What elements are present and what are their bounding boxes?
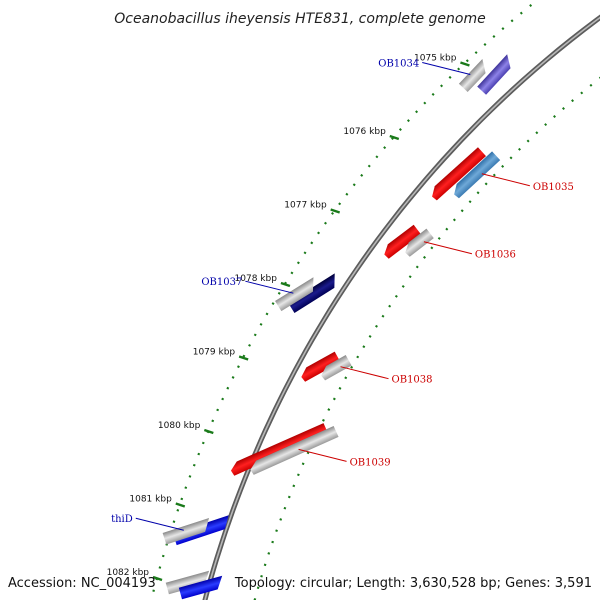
gene-arrow	[301, 351, 341, 382]
gene-arrow	[477, 54, 511, 95]
gene-arrow	[288, 273, 335, 313]
genome-title: Oceanobacillus iheyensis HTE831, complet…	[114, 11, 485, 27]
tick-mark	[389, 134, 400, 141]
gene-label: OB1037	[201, 277, 242, 288]
companion-feature	[321, 355, 352, 381]
gene-features	[162, 54, 511, 600]
companion-feature	[458, 59, 486, 92]
gene-label: thiD	[111, 514, 133, 525]
gene-arrow	[384, 224, 421, 259]
gene-label: OB1036	[475, 250, 516, 261]
label-leader	[422, 62, 471, 76]
topology-text: Topology: circular; Length: 3,630,528 bp…	[234, 576, 592, 591]
companion-feature	[275, 277, 314, 312]
tick-mark	[152, 575, 163, 582]
tick-label: 1081 kbp	[129, 495, 172, 505]
label-leader	[135, 517, 184, 531]
companion-feature	[250, 425, 339, 475]
genome-backbone	[202, 14, 600, 600]
tick-label: 1076 kbp	[343, 127, 386, 137]
scale-ticks: 1075 kbp 1076 kbp 1077 kbp 1078 kbp 1079 kbp…	[107, 54, 470, 582]
tick-label: 1082 kbp	[107, 568, 150, 578]
gene-arrow	[230, 423, 329, 476]
gene-label: OB1034	[378, 59, 419, 70]
gene-label: OB1038	[392, 375, 433, 386]
tick-mark	[330, 208, 341, 214]
label-leader	[245, 280, 294, 294]
label-leader	[481, 173, 530, 187]
tick-mark	[175, 502, 186, 508]
tick-label: 1080 kbp	[158, 421, 201, 431]
tick-label: 1075 kbp	[414, 54, 457, 64]
label-leader	[298, 448, 347, 462]
dotted-tracks	[150, 0, 600, 600]
tick-label: 1077 kbp	[284, 201, 327, 211]
outer-track	[253, 76, 600, 600]
tick-mark	[460, 61, 470, 67]
tick-label: 1079 kbp	[193, 348, 236, 358]
tick-mark	[238, 355, 249, 361]
backbone-highlight	[204, 16, 600, 600]
edge-feature	[165, 570, 210, 595]
gene-labels: OB1033OB1034OB1035OB1036OB1037OB1038OB10…	[111, 59, 574, 531]
companion-feature	[405, 228, 434, 257]
label-leader	[340, 366, 389, 380]
gene-label: OB1039	[350, 457, 391, 468]
accession-text: Accession: NC_004193	[8, 576, 156, 591]
companion-feature	[454, 151, 501, 199]
label-leader	[423, 241, 473, 255]
tick-label: 1078 kbp	[235, 274, 278, 284]
edge-feature	[178, 575, 223, 600]
gene-label: OB1035	[533, 182, 574, 193]
tick-mark	[203, 428, 214, 435]
tick-mark	[280, 281, 291, 288]
companion-feature	[162, 517, 210, 545]
backbone-line	[202, 14, 600, 600]
gene-arrow	[432, 147, 486, 201]
